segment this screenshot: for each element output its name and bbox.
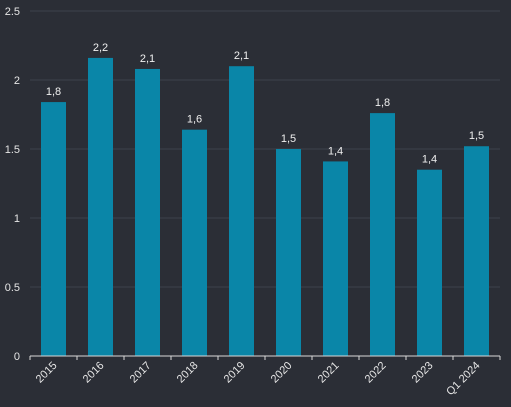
x-tick-label: 2017: [128, 360, 154, 386]
bars: [41, 57, 489, 357]
x-tick-label: 2021: [316, 360, 342, 386]
bar: [88, 57, 113, 357]
data-label: 1,8: [46, 86, 61, 98]
data-label: 2,2: [93, 42, 108, 54]
y-tick-label: 0.5: [5, 282, 20, 294]
y-tick-label: 1: [14, 213, 20, 225]
data-label: 2,1: [234, 50, 249, 62]
x-tick-label: 2022: [363, 360, 389, 386]
bar: [417, 169, 442, 356]
bar: [229, 66, 254, 356]
bar: [370, 113, 395, 357]
data-label: 1,6: [187, 114, 202, 126]
y-tick-label: 2: [14, 75, 20, 87]
x-tick-label: 2019: [222, 360, 248, 386]
y-tick-label: 2.5: [5, 6, 20, 18]
y-tick-label: 0: [14, 351, 20, 363]
bar: [276, 149, 301, 356]
bar: [41, 102, 66, 356]
data-label: 2,1: [140, 53, 155, 65]
x-tick-label: 2015: [34, 360, 60, 386]
x-tick-label: 2020: [269, 360, 295, 386]
data-label: 1,8: [375, 97, 390, 109]
x-tick-label: 2023: [410, 360, 436, 386]
x-axis-ticks: 2015 2016 2017 2018 2019 2020 2021 2022 2023 Q1 2…: [29, 356, 501, 398]
x-tick-label: 2016: [81, 360, 107, 386]
bar: [464, 146, 489, 356]
bar: [182, 129, 207, 356]
x-tick-label: 2018: [175, 360, 201, 386]
data-label: 1,4: [328, 145, 343, 157]
data-label: 1,4: [422, 154, 437, 166]
x-tick-label: Q1 2024: [444, 360, 482, 398]
data-labels: 1,8 2,2 2,1 1,6 2,1 1,5 1,4 1,8 1,4 1,5: [46, 42, 484, 166]
bar: [323, 161, 348, 356]
y-axis-ticks: 0 0.5 1 1.5 2 2.5: [5, 6, 20, 363]
data-label: 1,5: [281, 133, 296, 145]
data-label: 1,5: [469, 130, 484, 142]
y-tick-label: 1.5: [5, 144, 20, 156]
bar: [135, 68, 160, 357]
